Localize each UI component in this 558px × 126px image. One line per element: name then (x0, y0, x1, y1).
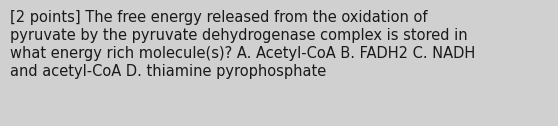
Text: what energy rich molecule(s)? A. Acetyl-CoA B. FADH2 C. NADH: what energy rich molecule(s)? A. Acetyl-… (10, 46, 475, 61)
Text: pyruvate by the pyruvate dehydrogenase complex is stored in: pyruvate by the pyruvate dehydrogenase c… (10, 28, 468, 43)
Text: and acetyl-CoA D. thiamine pyrophosphate: and acetyl-CoA D. thiamine pyrophosphate (10, 64, 326, 79)
Text: [2 points] The free energy released from the oxidation of: [2 points] The free energy released from… (10, 10, 427, 25)
